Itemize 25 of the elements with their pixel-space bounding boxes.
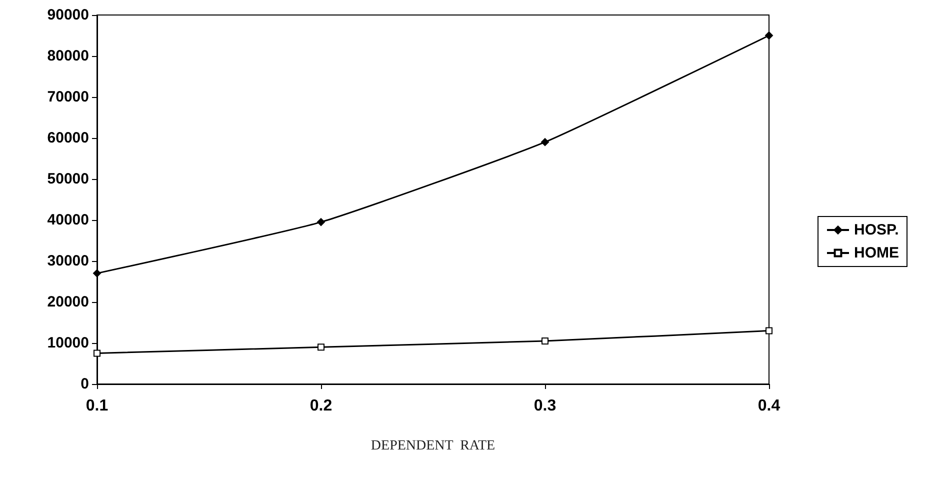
x-tick-label: 0.1 (86, 398, 108, 414)
y-tick-label: 60000 (47, 130, 89, 146)
y-tick-label: 50000 (47, 170, 89, 188)
point (93, 269, 101, 278)
y-tick-label: 0 (80, 376, 89, 392)
x-tick-label: 0.4 (758, 398, 780, 414)
point (765, 32, 773, 40)
point (541, 138, 549, 146)
point (94, 350, 100, 357)
x-tick-label: 0.2 (310, 398, 332, 414)
legend-label: HOME (854, 244, 899, 262)
point (317, 218, 325, 226)
point (318, 344, 324, 351)
x-axis-title: DEPENDENT RATE (370, 438, 496, 454)
y-tick-label: 90000 (47, 6, 89, 24)
y-tick-label: 70000 (47, 88, 89, 106)
y-tick-label: 30000 (47, 252, 89, 270)
y-tick-label: 40000 (47, 212, 89, 228)
x-tick-label: 0.3 (534, 398, 556, 414)
y-tick-label: 80000 (47, 48, 89, 64)
y-tick-label: 20000 (47, 294, 89, 310)
y-tick-label: 10000 (47, 334, 89, 352)
legend-label: HOSP. (854, 222, 899, 238)
point (766, 327, 772, 334)
point (542, 337, 548, 344)
